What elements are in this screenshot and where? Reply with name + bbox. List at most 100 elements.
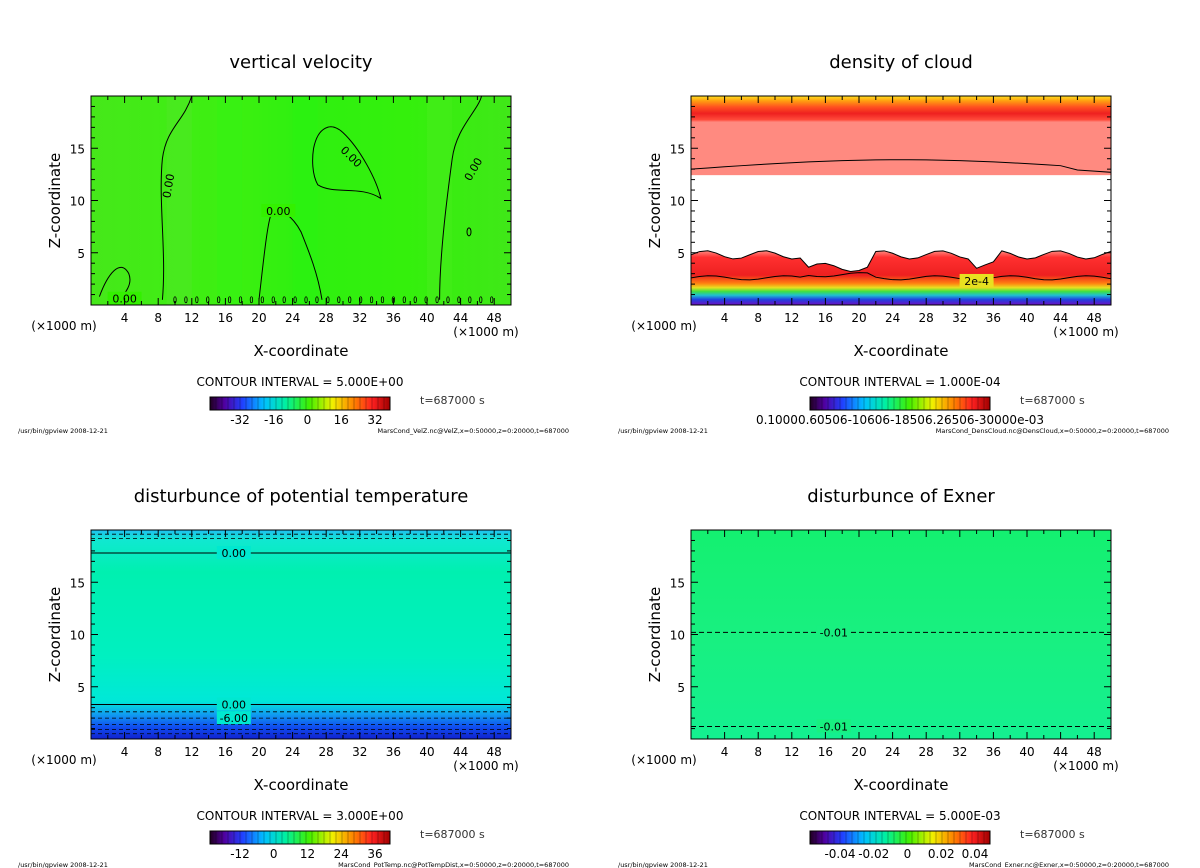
footer-right: MarsCond_Exner.nc@Exner,x=0:50000,z=0:20…: [969, 861, 1169, 868]
x-unit-left: (×1000 m): [31, 753, 96, 767]
contour-small: [435, 296, 439, 304]
contour-small: [413, 296, 417, 304]
contour-label-bg: [216, 711, 251, 725]
colorbar-tick-label: 32: [367, 413, 382, 427]
contour-small: [293, 296, 297, 304]
contour-small: [238, 296, 243, 304]
x-tick-label: 36: [386, 311, 401, 325]
y-tick-label: 10: [70, 629, 85, 643]
x-tick-label: 8: [154, 311, 162, 325]
colorbar-tick-label: 0.02: [928, 847, 955, 861]
footer-right: MarsCond_VelZ.nc@VelZ,x=0:50000,z=0:2000…: [378, 427, 569, 435]
lower-cloud-layer: [691, 250, 1111, 305]
contour-label: 2e-4: [964, 275, 989, 288]
x-tick-label: 44: [453, 745, 468, 759]
x-tick-label: 36: [986, 311, 1001, 325]
field-exner: -0.01 -0.01: [691, 530, 1111, 739]
contour-small: [206, 296, 210, 304]
footer-left: /usr/bin/gpview 2008-12-21: [618, 427, 708, 435]
x-tick-label: 4: [121, 311, 129, 325]
field-band: [166, 96, 192, 305]
contour-small: [249, 296, 254, 304]
x-unit-right: (×1000 m): [453, 325, 518, 339]
x-tick-label: 8: [754, 745, 762, 759]
contour-interval: CONTOUR INTERVAL = 3.000E+00: [197, 809, 404, 823]
colorbar-tick-label: 0.10000.60506-10606-18506.26506-30000e-0…: [756, 413, 1044, 427]
x-tick-label: 12: [184, 311, 199, 325]
contour-interval: CONTOUR INTERVAL = 5.000E-03: [799, 809, 1000, 823]
contour-small: [184, 296, 188, 304]
upper-cloud-contour: [690, 95, 1112, 173]
contour-zero: [439, 95, 483, 300]
colorbar-frame: [809, 396, 991, 411]
contour-small: [228, 296, 232, 304]
contour-small: [217, 296, 221, 304]
x-tick-label: 12: [784, 311, 799, 325]
contour-small: [195, 296, 199, 304]
field-fill: [691, 530, 1111, 739]
x-tick-label: 12: [784, 745, 799, 759]
colorbar-frame: [809, 830, 991, 845]
x-tick-label: 20: [251, 745, 266, 759]
field-band: [217, 96, 243, 305]
x-tick-label: 48: [1087, 745, 1102, 759]
contour-label-bg: [261, 203, 296, 217]
x-tick-label: 4: [121, 745, 129, 759]
contour-label: 0.00: [266, 205, 291, 218]
contour-small: [304, 296, 308, 304]
contour-small: [468, 296, 472, 304]
footer-right: MarsCond_PotTemp.nc@PotTempDist,x=0:5000…: [338, 861, 569, 868]
y-axis-label: Z-coordinate: [646, 153, 664, 248]
colorbar-tick-label: 0: [304, 413, 312, 427]
x-axis-label: X-coordinate: [854, 342, 949, 360]
y-tick-label: 15: [670, 142, 685, 156]
contour-zero: [312, 126, 382, 200]
colorbar-tick-label: 0.04: [962, 847, 989, 861]
colorbar-tick-label: 0: [270, 847, 278, 861]
x-tick-label: 44: [453, 311, 468, 325]
field-velz: 0.000.000.00 0.000.00: [91, 95, 511, 306]
y-tick-label: 15: [70, 576, 85, 590]
contour-small: [337, 296, 341, 304]
x-axis-label: X-coordinate: [854, 776, 949, 794]
contour-small: [260, 296, 264, 304]
y-axis-label: Z-coordinate: [46, 153, 64, 248]
x-unit-left: (×1000 m): [631, 753, 696, 767]
contour-small: [282, 296, 286, 304]
x-tick-label: 4: [721, 311, 729, 325]
x-tick-label: 36: [386, 745, 401, 759]
x-tick-label: 24: [285, 745, 300, 759]
y-tick-label: 10: [70, 195, 85, 209]
x-unit-left: (×1000 m): [31, 319, 96, 333]
y-tick-label: 5: [77, 681, 85, 695]
x-tick-label: 40: [419, 745, 434, 759]
colorbar-tick-label: 36: [367, 847, 382, 861]
x-tick-label: 8: [754, 311, 762, 325]
plot-title: vertical velocity: [229, 52, 373, 73]
x-tick-label: 48: [487, 311, 502, 325]
plot-title: disturbunce of Exner: [807, 486, 995, 507]
x-tick-label: 20: [851, 311, 866, 325]
colorbar-tick-label: -32: [230, 413, 250, 427]
colorbar-frame: [209, 830, 391, 845]
x-tick-label: 16: [218, 745, 233, 759]
x-tick-label: 48: [487, 745, 502, 759]
contour-small: [271, 296, 275, 304]
colorbar-tick-label: -0.04: [824, 847, 855, 861]
contour-interval: CONTOUR INTERVAL = 5.000E+00: [197, 375, 404, 389]
footer-left: /usr/bin/gpview 2008-12-21: [18, 427, 108, 435]
x-axis-label: X-coordinate: [254, 342, 349, 360]
x-tick-label: 20: [251, 311, 266, 325]
x-tick-label: 40: [1019, 311, 1034, 325]
plot-title: disturbunce of potential temperature: [134, 486, 469, 507]
contour-label: -0.01: [820, 720, 848, 733]
contour-label: 0.00: [160, 173, 177, 199]
contour-2e-4: [690, 272, 1112, 281]
x-axis-label: X-coordinate: [254, 776, 349, 794]
x-tick-label: 16: [218, 311, 233, 325]
x-tick-label: 28: [319, 745, 334, 759]
